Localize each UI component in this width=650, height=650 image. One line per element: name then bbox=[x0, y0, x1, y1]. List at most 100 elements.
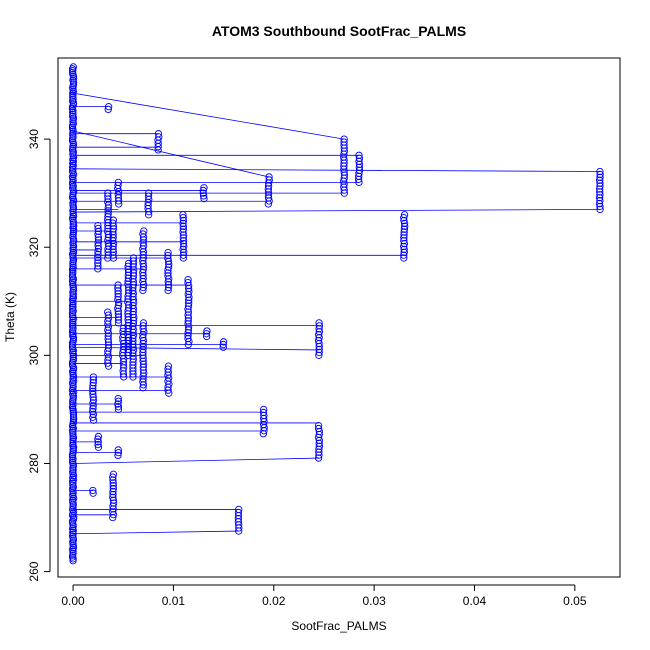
data-point bbox=[164, 286, 172, 295]
data-point bbox=[139, 322, 147, 330]
data-point bbox=[400, 239, 409, 248]
data-point bbox=[109, 245, 117, 253]
data-point bbox=[114, 394, 122, 403]
data-point bbox=[164, 251, 172, 260]
data-point bbox=[94, 221, 102, 230]
data-point bbox=[94, 262, 102, 270]
data-point bbox=[355, 151, 363, 159]
data-point bbox=[129, 325, 137, 334]
data-point bbox=[595, 199, 604, 208]
data-point bbox=[165, 260, 173, 268]
data-point bbox=[596, 173, 604, 182]
data-point bbox=[219, 343, 227, 351]
data-point bbox=[164, 283, 173, 292]
data-point bbox=[69, 415, 78, 423]
data-point bbox=[114, 304, 122, 313]
data-point bbox=[139, 336, 148, 345]
data-point bbox=[89, 379, 97, 387]
data-point bbox=[89, 486, 97, 495]
data-point bbox=[104, 311, 112, 319]
data-point bbox=[114, 319, 123, 327]
data-point bbox=[94, 443, 103, 451]
data-point bbox=[109, 231, 117, 239]
connector-line-13 bbox=[73, 457, 319, 464]
data-point bbox=[104, 308, 112, 316]
data-point bbox=[400, 245, 408, 254]
data-point bbox=[164, 254, 172, 263]
data-point bbox=[184, 308, 193, 316]
data-point bbox=[89, 416, 98, 424]
data-point bbox=[109, 510, 118, 519]
data-point bbox=[185, 293, 193, 301]
connector-line-6 bbox=[73, 208, 600, 213]
data-point bbox=[109, 234, 117, 242]
data-point bbox=[400, 237, 408, 245]
data-point bbox=[89, 405, 97, 413]
data-point bbox=[139, 266, 147, 274]
data-point bbox=[400, 211, 409, 219]
data-point bbox=[315, 328, 324, 336]
data-point bbox=[596, 205, 604, 214]
data-point bbox=[69, 354, 77, 362]
data-point bbox=[164, 272, 172, 280]
data-point bbox=[69, 80, 78, 88]
data-point bbox=[69, 437, 77, 446]
data-point bbox=[68, 123, 77, 132]
data-point bbox=[69, 549, 77, 557]
data-point bbox=[179, 239, 188, 248]
data-point bbox=[109, 493, 117, 501]
data-point bbox=[164, 278, 172, 286]
data-point bbox=[184, 290, 192, 299]
data-point bbox=[179, 211, 187, 219]
data-point bbox=[104, 207, 112, 215]
data-point bbox=[139, 319, 148, 327]
connector-line-3 bbox=[73, 168, 600, 172]
data-point bbox=[140, 227, 148, 235]
x-tick-label: 0.05 bbox=[563, 594, 587, 608]
data-point bbox=[179, 234, 187, 242]
data-point bbox=[179, 237, 188, 245]
y-axis: 260 280 300 320 340 bbox=[27, 129, 51, 582]
data-point bbox=[89, 376, 97, 384]
data-point bbox=[109, 508, 117, 516]
data-point bbox=[139, 254, 147, 262]
data-point bbox=[184, 326, 193, 334]
data-point bbox=[115, 298, 123, 307]
data-point bbox=[179, 219, 187, 228]
x-tick-label: 0.00 bbox=[61, 594, 85, 608]
data-point bbox=[68, 477, 77, 485]
data-point bbox=[129, 254, 138, 262]
data-point bbox=[129, 349, 137, 357]
data-point bbox=[165, 275, 173, 283]
data-point bbox=[69, 439, 77, 448]
data-point bbox=[184, 276, 192, 284]
data-point bbox=[114, 287, 122, 295]
data-point bbox=[185, 299, 193, 307]
data-point bbox=[129, 370, 137, 378]
data-point bbox=[315, 351, 323, 359]
data-point bbox=[114, 400, 122, 408]
data-point bbox=[89, 384, 97, 393]
data-point bbox=[315, 442, 324, 450]
data-point bbox=[94, 247, 102, 256]
data-point bbox=[104, 195, 112, 203]
data-point bbox=[109, 513, 117, 522]
data-point bbox=[94, 256, 102, 264]
data-point bbox=[94, 245, 103, 253]
data-point bbox=[164, 269, 172, 277]
data-point bbox=[265, 173, 273, 181]
x-tick-label: 0.03 bbox=[362, 594, 386, 608]
connector-line-0 bbox=[72, 92, 345, 140]
data-point bbox=[184, 329, 192, 337]
data-point bbox=[154, 130, 163, 138]
data-point bbox=[129, 340, 137, 348]
data-point bbox=[109, 496, 118, 504]
data-point bbox=[185, 296, 193, 304]
data-point bbox=[94, 227, 103, 236]
data-point bbox=[184, 305, 192, 313]
data-point bbox=[68, 273, 77, 281]
data-point bbox=[199, 192, 208, 200]
plot-frame bbox=[57, 57, 621, 578]
x-tick-label: 0.04 bbox=[463, 594, 487, 608]
data-point bbox=[109, 490, 117, 499]
